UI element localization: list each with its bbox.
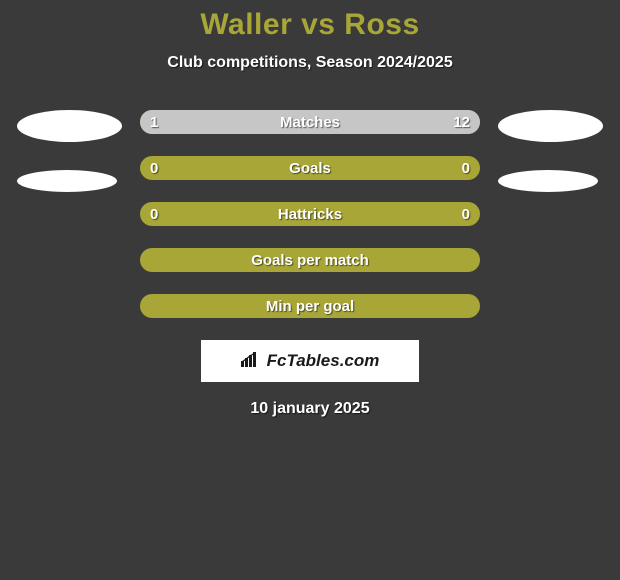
comparison-infographic: Waller vs Ross Club competitions, Season… — [0, 0, 620, 580]
left-avatars — [17, 110, 122, 192]
stat-label: Goals — [289, 160, 331, 177]
right-avatar-2 — [498, 170, 598, 192]
page-title: Waller vs Ross — [0, 0, 620, 42]
stat-right-value: 12 — [453, 110, 470, 134]
left-avatar-1 — [17, 110, 122, 142]
brand-icon — [241, 351, 261, 372]
brand-text: FcTables.com — [267, 351, 380, 371]
stat-row: 1 12 Matches — [140, 110, 480, 134]
stat-right-value: 0 — [462, 202, 470, 226]
stat-label: Hattricks — [278, 206, 342, 223]
stat-row: 0 0 Hattricks — [140, 202, 480, 226]
compare-area: 1 12 Matches 0 0 Goals 0 0 Hattricks Goals per ma… — [0, 110, 620, 318]
left-avatar-2 — [17, 170, 117, 192]
stat-label: Matches — [280, 114, 340, 131]
stat-fill-right — [201, 110, 480, 134]
stat-right-value: 0 — [462, 156, 470, 180]
stat-label: Min per goal — [266, 298, 354, 315]
right-avatars — [498, 110, 603, 192]
page-subtitle: Club competitions, Season 2024/2025 — [0, 54, 620, 72]
stat-left-value: 0 — [150, 156, 158, 180]
stat-label: Goals per match — [251, 252, 369, 269]
stat-row: Min per goal — [140, 294, 480, 318]
stat-left-value: 1 — [150, 110, 158, 134]
stat-row: Goals per match — [140, 248, 480, 272]
brand-badge: FcTables.com — [201, 340, 419, 382]
stat-row: 0 0 Goals — [140, 156, 480, 180]
right-avatar-1 — [498, 110, 603, 142]
stat-rows: 1 12 Matches 0 0 Goals 0 0 Hattricks Goals per ma… — [140, 110, 480, 318]
stat-left-value: 0 — [150, 202, 158, 226]
date-text: 10 january 2025 — [0, 400, 620, 418]
